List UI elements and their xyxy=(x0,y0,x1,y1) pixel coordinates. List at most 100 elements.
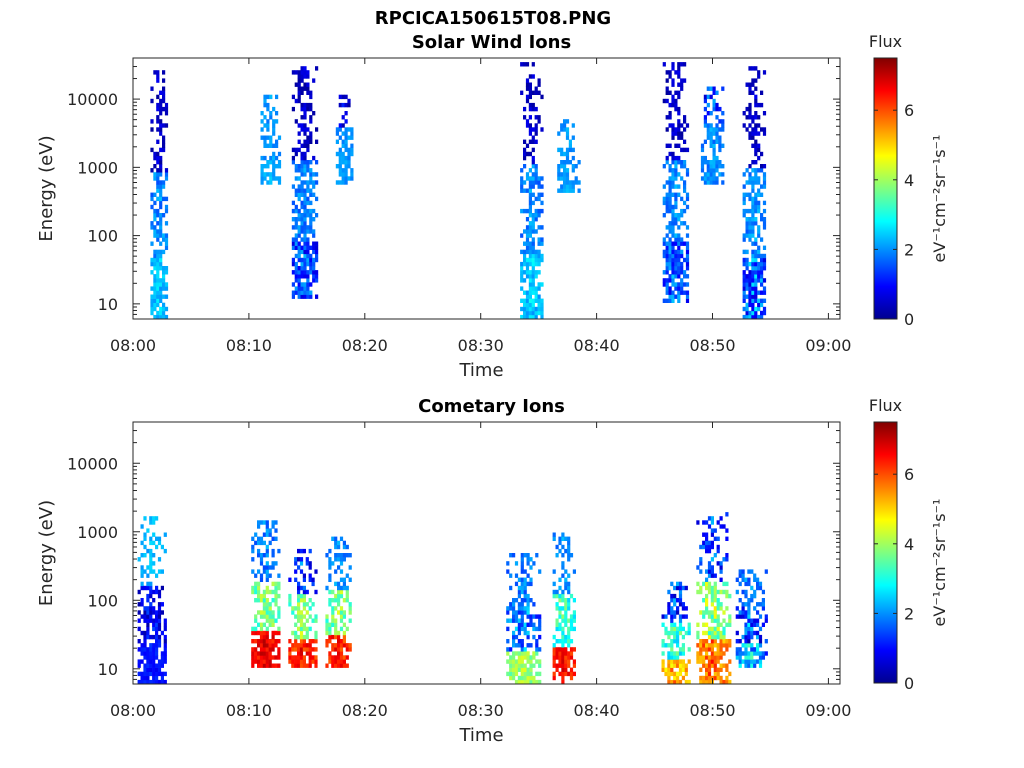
heatmap-cell xyxy=(555,622,559,627)
heatmap-cell xyxy=(150,270,154,275)
heatmap-cell xyxy=(149,634,153,640)
heatmap-cell xyxy=(762,200,767,206)
heatmap-cell xyxy=(696,630,700,636)
heatmap-cell xyxy=(523,164,527,169)
heatmap-cell xyxy=(297,196,301,202)
burst-9 xyxy=(742,66,767,320)
heatmap-cell xyxy=(334,593,338,599)
heatmap-cell xyxy=(303,200,307,206)
heatmap-cell xyxy=(668,290,672,295)
heatmap-cell xyxy=(514,634,519,640)
heatmap-cell xyxy=(525,172,530,177)
heatmap-cell xyxy=(719,565,723,570)
heatmap-cell xyxy=(300,123,304,128)
heatmap-cell xyxy=(757,225,761,230)
heatmap-cell xyxy=(299,598,304,603)
heatmap-cell xyxy=(678,622,683,627)
heatmap-cell xyxy=(531,310,535,316)
heatmap-cell xyxy=(568,143,572,148)
x-tick-label: 08:30 xyxy=(458,336,504,355)
heatmap-cell xyxy=(269,115,273,120)
heatmap-cell xyxy=(685,245,690,250)
heatmap-cell xyxy=(149,602,153,607)
heatmap-cell xyxy=(762,261,767,267)
heatmap-cell xyxy=(699,651,703,656)
heatmap-cell xyxy=(558,655,562,660)
heatmap-cell xyxy=(163,548,167,554)
burst-2 xyxy=(260,94,282,185)
heatmap-cell xyxy=(294,245,298,250)
heatmap-cell xyxy=(274,528,278,533)
heatmap-cell xyxy=(745,127,749,132)
heatmap-cell xyxy=(271,647,275,652)
heatmap-cell xyxy=(754,314,758,320)
heatmap-cell xyxy=(526,630,530,636)
heatmap-cell xyxy=(339,585,344,591)
heatmap-cell xyxy=(302,647,306,652)
heatmap-cell xyxy=(674,98,678,104)
heatmap-cell xyxy=(260,127,264,132)
heatmap-cell xyxy=(263,172,267,177)
heatmap-cell xyxy=(155,643,159,648)
heatmap-cell xyxy=(757,74,761,79)
x-tick-label: 08:50 xyxy=(689,701,735,720)
heatmap-cell xyxy=(563,176,567,181)
heatmap-cell xyxy=(751,270,755,275)
heatmap-cell xyxy=(525,78,530,83)
heatmap-cell xyxy=(155,516,159,521)
heatmap-cell xyxy=(299,630,304,636)
heatmap-cell xyxy=(300,151,304,157)
heatmap-cell xyxy=(531,106,535,112)
heatmap-cell xyxy=(677,286,681,291)
heatmap-cell xyxy=(567,639,571,644)
heatmap-cell xyxy=(309,160,313,165)
heatmap-cell xyxy=(259,536,264,541)
heatmap-cell xyxy=(300,127,304,132)
heatmap-cell xyxy=(277,663,281,668)
heatmap-cell xyxy=(339,639,344,644)
heatmap-cell xyxy=(309,200,313,206)
heatmap-cell xyxy=(728,671,732,677)
heatmap-cell xyxy=(156,310,160,316)
heatmap-cell xyxy=(534,90,538,95)
heatmap-cell xyxy=(163,622,167,627)
heatmap-cell xyxy=(745,229,749,234)
heatmap-cell xyxy=(756,581,760,587)
heatmap-cell xyxy=(263,94,267,100)
y-tick-label: 100 xyxy=(87,591,118,610)
heatmap-cell xyxy=(661,622,665,627)
heatmap-cell xyxy=(525,298,530,303)
heatmap-cell xyxy=(150,241,154,246)
heatmap-cell xyxy=(309,192,313,197)
heatmap-cell xyxy=(680,261,684,267)
heatmap-cell xyxy=(685,225,690,230)
heatmap-cell xyxy=(687,622,691,627)
burst-7 xyxy=(661,581,691,685)
heatmap-cell xyxy=(735,589,739,595)
heatmap-cell xyxy=(300,192,304,197)
heatmap-cell xyxy=(312,249,316,255)
heatmap-cell xyxy=(517,651,521,656)
heatmap-cell xyxy=(670,667,674,672)
heatmap-cell xyxy=(162,306,166,312)
heatmap-cell xyxy=(742,282,746,287)
heatmap-cell xyxy=(567,634,571,640)
heatmap-cell xyxy=(164,172,169,177)
heatmap-cell xyxy=(156,160,160,165)
heatmap-cell xyxy=(305,626,309,632)
heatmap-cell xyxy=(540,310,544,316)
heatmap-cell xyxy=(155,610,159,615)
heatmap-cell xyxy=(705,679,709,685)
heatmap-cell xyxy=(339,561,344,566)
heatmap-cell xyxy=(345,544,349,550)
heatmap-cell xyxy=(728,614,732,619)
heatmap-cell xyxy=(334,536,338,541)
heatmap-cell xyxy=(712,147,716,153)
heatmap-cell xyxy=(758,639,763,644)
heatmap-cell xyxy=(257,569,261,574)
heatmap-cell xyxy=(699,655,703,660)
heatmap-cell xyxy=(308,647,312,652)
heatmap-cell xyxy=(565,168,570,173)
heatmap-cell xyxy=(662,196,666,202)
